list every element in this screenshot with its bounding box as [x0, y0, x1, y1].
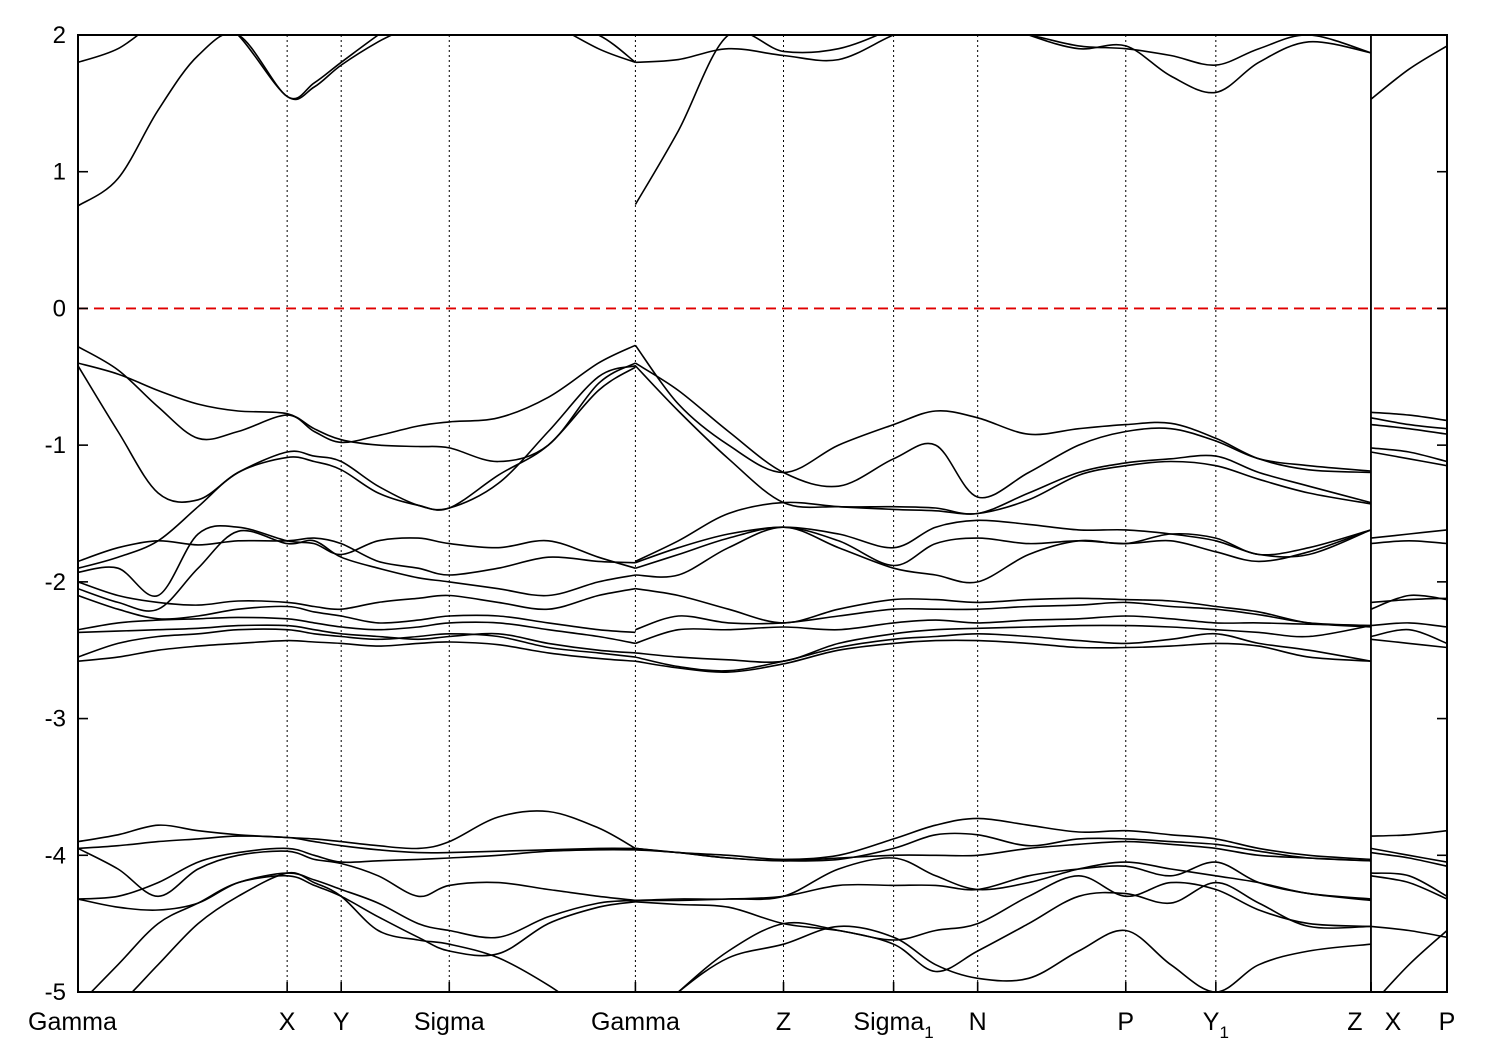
band-line-1-21 — [677, 881, 1371, 992]
plot-frame — [77, 34, 1448, 993]
band-line-0-5 — [78, 366, 636, 569]
xtick-label-9: Y1 — [1203, 1008, 1229, 1042]
band-line-2-17 — [1370, 875, 1447, 900]
band-line-0-4 — [78, 365, 636, 511]
band-line-2-4 — [1370, 447, 1447, 463]
ytick-label-5: 0 — [53, 295, 66, 322]
high-symmetry-lines — [286, 35, 1372, 992]
band-line-2-15 — [1370, 851, 1447, 867]
band-line-1-3 — [634, 362, 1371, 499]
band-line-2-10 — [1370, 622, 1447, 628]
band-line-2-16 — [1370, 872, 1447, 898]
band-line-0-17 — [78, 847, 636, 900]
band-line-1-19 — [635, 861, 1371, 902]
band-line-2-6 — [1370, 529, 1447, 539]
xtick-label-5: Z — [776, 1008, 791, 1036]
band-line-0-16 — [78, 835, 636, 854]
band-line-1-13 — [635, 632, 1372, 672]
band-line-2-14 — [1370, 847, 1447, 863]
band-line-0-12 — [78, 624, 636, 654]
ytick-label-6: 1 — [53, 159, 66, 186]
band-line-2-1 — [1370, 411, 1447, 422]
band-line-1-22 — [677, 925, 1371, 992]
xtick-label-10: Z — [1347, 1008, 1362, 1036]
band-line-1-7 — [635, 526, 1372, 569]
band-line-0-19 — [78, 872, 636, 939]
band-lines — [78, 35, 1447, 992]
band-line-1-11 — [635, 615, 1371, 645]
band-line-0-8 — [78, 529, 636, 612]
xtick-label-8: P — [1117, 1008, 1134, 1036]
ytick-label-7: 2 — [53, 22, 66, 49]
band-line-1-20 — [635, 874, 1371, 941]
band-line-0-3 — [78, 362, 636, 463]
band-line-1-8 — [635, 526, 1372, 584]
band-line-2-19 — [1382, 929, 1447, 992]
xtick-label-3: Sigma — [414, 1008, 485, 1036]
band-line-0-14 — [78, 639, 636, 662]
band-line-1-0 — [635, 35, 1372, 66]
band-line-0-13 — [78, 628, 636, 658]
xtick-label-2: Y — [333, 1008, 350, 1036]
band-line-1-4 — [634, 365, 1372, 515]
xtick-label-7: N — [969, 1008, 987, 1036]
band-line-0-6 — [78, 537, 636, 576]
xtick-subscript-6: 1 — [924, 1023, 933, 1042]
band-line-1-5 — [635, 460, 1372, 563]
plot-frame-group — [77, 34, 1448, 993]
band-line-1-9 — [635, 587, 1371, 628]
band-line-2-0 — [1370, 45, 1447, 100]
band-line-1-12 — [635, 624, 1372, 664]
band-line-2-13 — [1370, 829, 1447, 837]
xtick-label-4: Gamma — [591, 1008, 680, 1036]
band-line-2-2 — [1370, 417, 1447, 430]
ytick-label-1: -4 — [45, 842, 66, 869]
band-line-1-15 — [635, 817, 1371, 861]
band-line-2-8 — [1370, 597, 1447, 604]
ytick-label-3: -2 — [45, 569, 66, 596]
band-line-2-3 — [1370, 423, 1447, 435]
band-line-1-17 — [635, 840, 1371, 862]
band-line-0-9 — [78, 581, 636, 611]
band-line-2-18 — [1370, 925, 1447, 939]
band-line-0-2 — [78, 344, 636, 444]
band-line-0-0 — [78, 35, 636, 207]
xtick-label-12: P — [1439, 1008, 1456, 1036]
band-line-1-10 — [635, 601, 1371, 631]
band-line-0-15 — [78, 810, 636, 850]
band-line-0-18 — [78, 847, 636, 902]
x-axis-ticks: Gamma X Y Sigma Gamma Z Sigma1 N P Y1 Z X P — [28, 982, 1455, 1042]
xtick-label-11: X — [1385, 1008, 1402, 1036]
ytick-label-0: -5 — [45, 979, 66, 1006]
y-axis-ticks: -5 -4 -3 -2 -1 0 1 2 — [45, 22, 1447, 1006]
band-line-1-1 — [634, 35, 1372, 205]
xtick-subscript-9: 1 — [1219, 1023, 1228, 1042]
xtick-label-0: Gamma — [28, 1008, 117, 1036]
band-line-2-9 — [1370, 594, 1447, 610]
band-line-1-14 — [635, 639, 1371, 673]
band-line-0-11 — [78, 616, 636, 645]
band-line-2-12 — [1370, 638, 1447, 649]
ytick-label-2: -3 — [45, 706, 66, 733]
xtick-label-1: X — [279, 1008, 296, 1036]
band-line-2-7 — [1370, 539, 1447, 545]
band-line-0-10 — [78, 594, 636, 634]
band-line-0-1 — [78, 35, 636, 101]
band-line-0-7 — [78, 525, 636, 597]
xtick-label-6: Sigma1 — [853, 1008, 933, 1042]
band-line-1-18 — [635, 857, 1371, 902]
ytick-label-4: -1 — [45, 432, 66, 459]
band-line-2-11 — [1370, 628, 1447, 645]
band-line-0-21 — [131, 871, 561, 992]
band-line-1-2 — [634, 344, 1371, 474]
band-line-2-5 — [1370, 451, 1447, 467]
